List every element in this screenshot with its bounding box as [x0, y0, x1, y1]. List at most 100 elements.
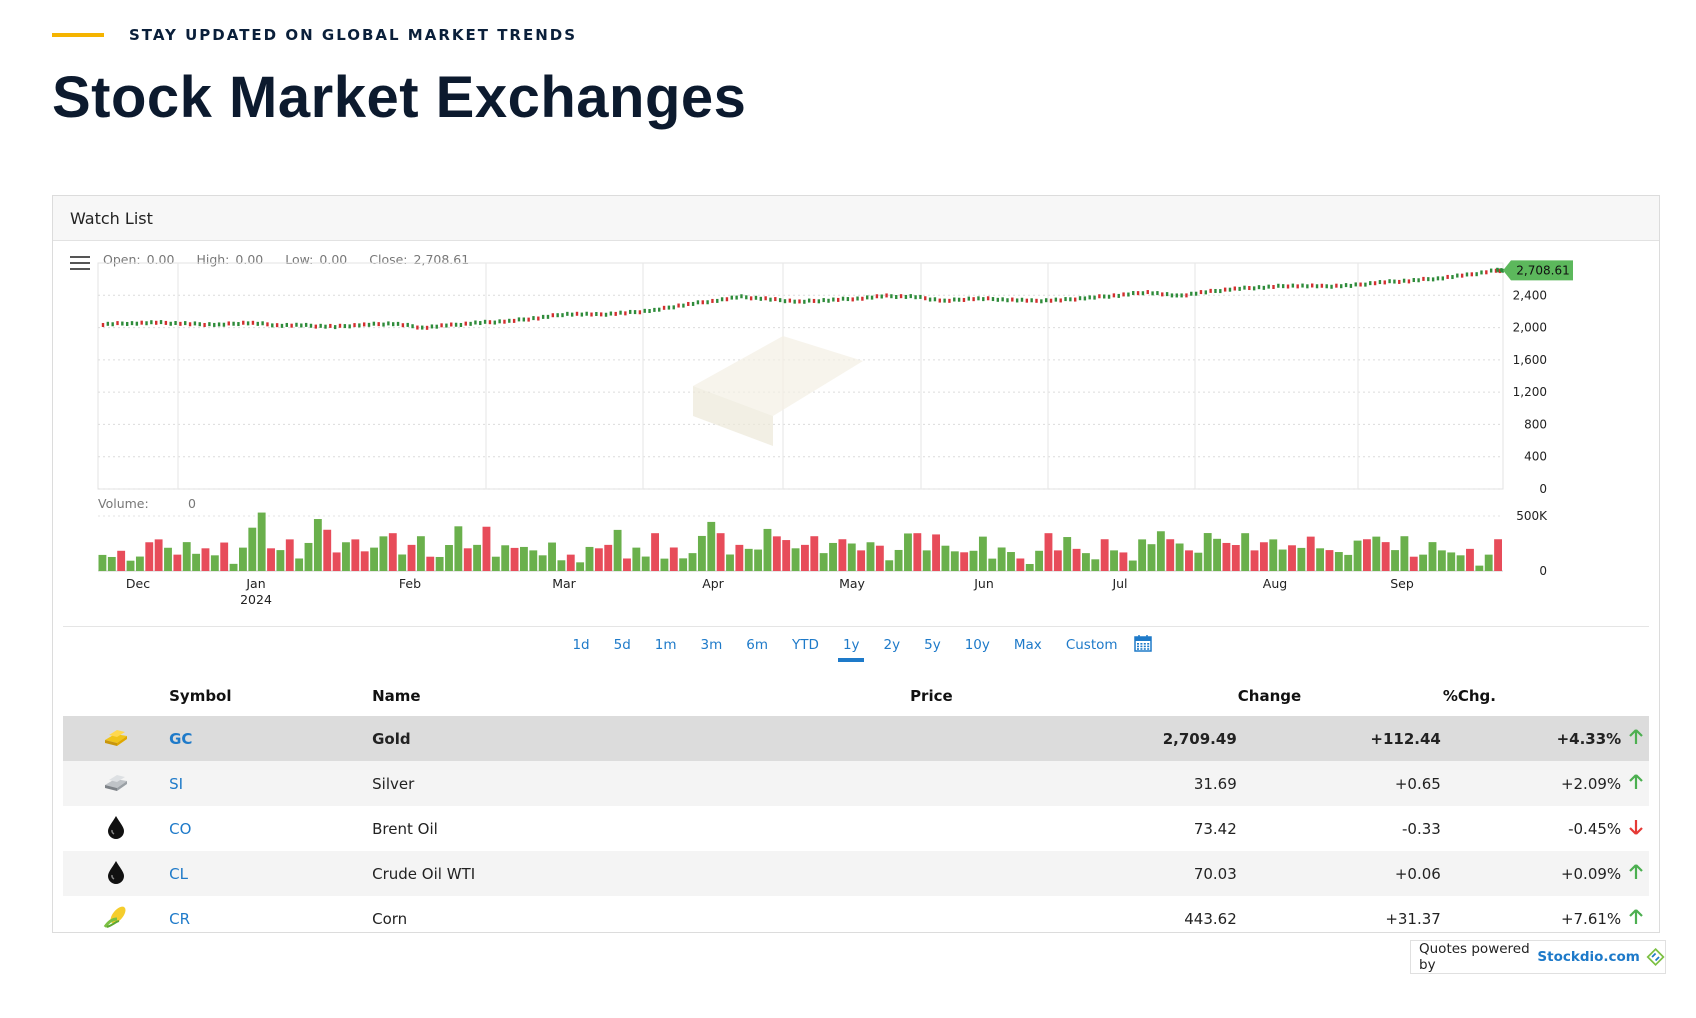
volume-bar [1306, 536, 1315, 571]
powered-brand[interactable]: Stockdio.com [1537, 949, 1640, 965]
range-10y[interactable]: 10y [964, 637, 990, 653]
candle [982, 297, 985, 302]
y-tick-label: 800 [1524, 417, 1547, 431]
candle [788, 298, 792, 303]
table-row[interactable]: GC Gold 2,709.49 +112.44 +4.33% [63, 716, 1649, 761]
symbol-link[interactable]: CO [169, 819, 192, 838]
candle [353, 323, 356, 328]
volume-bar [1381, 542, 1390, 571]
range-1m[interactable]: 1m [654, 637, 677, 653]
table-row[interactable]: CO Brent Oil 73.42 -0.33 -0.45% [63, 806, 1649, 851]
candle [701, 300, 704, 305]
candle [972, 297, 975, 302]
volume-bar [379, 536, 388, 571]
volume-bar [1334, 552, 1343, 571]
volume-bar [1203, 533, 1212, 571]
volume-bar [117, 550, 126, 571]
volume-bar [1428, 542, 1437, 571]
table-row[interactable]: SI Silver 31.69 +0.65 +2.09% [63, 761, 1649, 806]
candle [1277, 283, 1280, 288]
volume-bar [1353, 540, 1362, 571]
candle [474, 320, 477, 325]
candle [1378, 280, 1382, 285]
arrow-down-icon [1622, 806, 1649, 851]
chart-divider [63, 626, 1649, 627]
range-custom[interactable]: Custom [1065, 637, 1118, 653]
candle [1248, 286, 1251, 291]
candle [943, 298, 946, 303]
price-chart[interactable]: 2,400 2,000 1,600 1,200 800 400 0 Dec Jan Feb Mar A… [53, 241, 1659, 621]
candle [295, 322, 298, 327]
volume-bar [866, 542, 875, 571]
candle [1422, 276, 1425, 281]
chart-menu-icon[interactable] [70, 256, 90, 270]
header-name[interactable]: Name [372, 687, 421, 705]
volume-bar [754, 549, 763, 571]
candle [711, 298, 714, 303]
candle [624, 311, 627, 316]
volume-bar [1025, 563, 1034, 571]
range-5y[interactable]: 5y [924, 637, 941, 653]
candle [740, 294, 743, 299]
candle [1093, 295, 1096, 300]
candle [1228, 287, 1232, 292]
volume-bar [510, 547, 519, 571]
name-cell: Brent Oil [372, 819, 438, 838]
range-5d[interactable]: 5d [613, 637, 631, 653]
header-change[interactable]: Change [1237, 687, 1302, 705]
range-3m[interactable]: 3m [700, 637, 723, 653]
range-max[interactable]: Max [1013, 637, 1042, 653]
range-ytd[interactable]: YTD [792, 637, 819, 653]
symbol-cell[interactable]: CR [168, 896, 371, 941]
candle [1112, 293, 1116, 298]
header-pct[interactable]: %Chg. [1442, 687, 1496, 705]
candle [280, 323, 284, 328]
commodity-icon [63, 896, 168, 941]
symbol-cell[interactable]: CL [168, 851, 372, 896]
candle [145, 321, 148, 326]
candle [1069, 297, 1072, 302]
candle [1335, 283, 1338, 288]
table-row[interactable]: CL Crude Oil WTI 70.03 +0.06 +0.09% [63, 851, 1649, 896]
range-6m[interactable]: 6m [746, 637, 769, 653]
candle [730, 295, 733, 300]
candle [498, 319, 501, 324]
symbol-link[interactable]: GC [169, 729, 193, 748]
table-row[interactable]: CR Corn 443.62 +31.37 +7.61% [63, 896, 1649, 941]
volume-bar [1344, 554, 1353, 571]
candle [1369, 281, 1372, 286]
candle [614, 311, 617, 316]
candle [242, 320, 245, 325]
volume-bar [1185, 550, 1193, 571]
range-2y[interactable]: 2y [883, 637, 901, 653]
symbol-cell[interactable]: CO [168, 806, 371, 851]
x-tick-label: Apr [702, 576, 724, 591]
header-price[interactable]: Price [910, 687, 953, 705]
symbol-link[interactable]: CL [169, 864, 188, 883]
powered-by[interactable]: Quotes powered by Stockdio.com [1410, 940, 1666, 974]
range-1y[interactable]: 1y [831, 634, 872, 662]
candle [570, 312, 574, 317]
candle [213, 322, 216, 327]
candle [338, 323, 342, 328]
volume-value: 0 [188, 496, 196, 511]
volume-bar [875, 545, 884, 571]
symbol-cell[interactable]: GC [168, 716, 372, 761]
volume-bar [154, 539, 163, 571]
widget-title: Watch List [53, 196, 1659, 241]
candle [962, 297, 966, 302]
symbol-link[interactable]: SI [169, 774, 184, 793]
volume-bar [791, 548, 800, 571]
candle [1223, 287, 1227, 292]
range-1d[interactable]: 1d [572, 637, 590, 653]
calendar-icon[interactable] [1133, 634, 1152, 652]
candle [977, 296, 980, 301]
volume-bar [763, 528, 772, 571]
symbol-cell[interactable]: SI [168, 761, 372, 806]
header-symbol[interactable]: Symbol [169, 687, 232, 705]
symbol-link[interactable]: CR [169, 909, 191, 928]
candle [836, 297, 840, 302]
candle [464, 321, 467, 326]
volume-bar [1466, 548, 1474, 571]
candle [653, 307, 656, 312]
